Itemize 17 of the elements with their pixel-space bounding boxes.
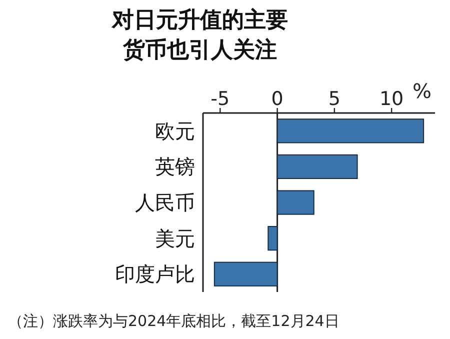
x-axis-title: % (412, 79, 432, 103)
text: （注）涨跌率为与2024年底相比，截至12月24日 (8, 312, 340, 330)
chart-title: 对日元升值的主要货币也引人关注 (110, 6, 289, 65)
y-tick-label: 欧元 (155, 118, 195, 143)
y-tick-label: 人民币 (135, 190, 195, 214)
bar (214, 262, 278, 286)
bar (276, 118, 424, 144)
y-tick-label: 英镑 (155, 154, 195, 179)
bar (276, 190, 314, 215)
y-tick-label: 美元 (155, 226, 195, 250)
bar (276, 154, 358, 180)
bar (268, 226, 278, 251)
y-tick-label: 印度卢比 (115, 262, 195, 286)
x-tick-label: -5 (210, 88, 230, 110)
x-tick-label: 5 (328, 88, 340, 110)
x-tick-label: 10 (379, 88, 404, 110)
x-tick-label: 0 (271, 88, 284, 110)
